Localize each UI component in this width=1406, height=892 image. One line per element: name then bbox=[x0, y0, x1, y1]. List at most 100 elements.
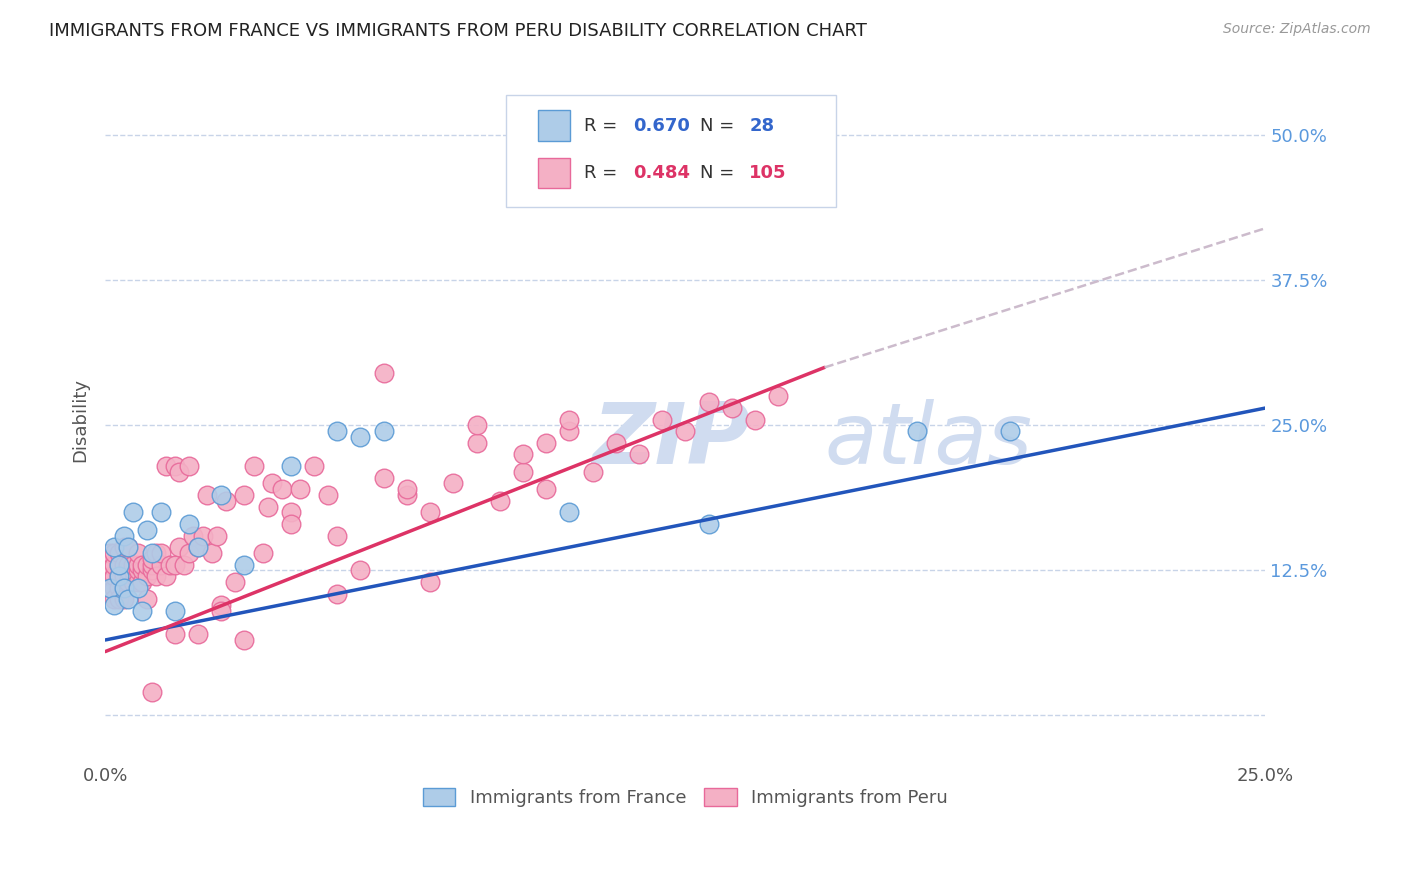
Point bbox=[149, 558, 172, 572]
Point bbox=[136, 569, 159, 583]
Text: IMMIGRANTS FROM FRANCE VS IMMIGRANTS FROM PERU DISABILITY CORRELATION CHART: IMMIGRANTS FROM FRANCE VS IMMIGRANTS FRO… bbox=[49, 22, 868, 40]
Text: Source: ZipAtlas.com: Source: ZipAtlas.com bbox=[1223, 22, 1371, 37]
Point bbox=[233, 558, 256, 572]
Point bbox=[766, 389, 789, 403]
Point bbox=[112, 592, 135, 607]
Legend: Immigrants from France, Immigrants from Peru: Immigrants from France, Immigrants from … bbox=[416, 780, 955, 814]
Point bbox=[349, 563, 371, 577]
Point bbox=[98, 569, 121, 583]
Point bbox=[122, 563, 145, 577]
FancyBboxPatch shape bbox=[538, 111, 571, 141]
Point bbox=[280, 505, 302, 519]
Point bbox=[224, 574, 246, 589]
Point bbox=[488, 493, 510, 508]
Point bbox=[98, 546, 121, 560]
Point bbox=[326, 528, 349, 542]
Point bbox=[233, 632, 256, 647]
Point bbox=[117, 574, 139, 589]
Point bbox=[136, 558, 159, 572]
Point bbox=[651, 412, 673, 426]
Point bbox=[112, 558, 135, 572]
Point bbox=[127, 581, 149, 595]
Y-axis label: Disability: Disability bbox=[72, 377, 89, 461]
Text: 0.484: 0.484 bbox=[633, 164, 690, 182]
Point bbox=[103, 540, 125, 554]
Point bbox=[183, 528, 205, 542]
Point bbox=[177, 546, 200, 560]
Point bbox=[233, 488, 256, 502]
Point bbox=[581, 465, 603, 479]
Point bbox=[373, 424, 395, 438]
Point bbox=[145, 569, 167, 583]
Point bbox=[117, 540, 139, 554]
Point bbox=[108, 569, 131, 583]
Text: 28: 28 bbox=[749, 117, 775, 135]
Point bbox=[262, 476, 284, 491]
Point bbox=[112, 581, 135, 595]
Point bbox=[215, 493, 238, 508]
Point bbox=[108, 546, 131, 560]
Point bbox=[163, 458, 186, 473]
Text: N =: N = bbox=[700, 117, 741, 135]
Point bbox=[117, 592, 139, 607]
Point bbox=[141, 551, 163, 566]
Point bbox=[163, 558, 186, 572]
Point bbox=[103, 569, 125, 583]
Point bbox=[209, 488, 232, 502]
Point bbox=[131, 574, 153, 589]
Point bbox=[605, 435, 627, 450]
Point bbox=[326, 586, 349, 600]
Point bbox=[155, 569, 177, 583]
Point bbox=[169, 465, 191, 479]
Point bbox=[141, 546, 163, 560]
Point bbox=[112, 581, 135, 595]
Text: 105: 105 bbox=[749, 164, 787, 182]
Point bbox=[441, 476, 464, 491]
Point bbox=[187, 540, 209, 554]
Point bbox=[112, 528, 135, 542]
Point bbox=[349, 430, 371, 444]
Point bbox=[163, 627, 186, 641]
Point bbox=[131, 604, 153, 618]
Point bbox=[173, 558, 195, 572]
Point bbox=[127, 546, 149, 560]
Point bbox=[256, 500, 278, 514]
Point bbox=[112, 569, 135, 583]
Point bbox=[122, 558, 145, 572]
Point bbox=[108, 592, 131, 607]
Point bbox=[195, 488, 218, 502]
Point bbox=[1000, 424, 1022, 438]
Point bbox=[141, 558, 163, 572]
Point bbox=[302, 458, 325, 473]
Point bbox=[280, 458, 302, 473]
Point bbox=[326, 424, 349, 438]
Point bbox=[127, 563, 149, 577]
Point bbox=[465, 435, 488, 450]
Point bbox=[108, 581, 131, 595]
Point bbox=[127, 574, 149, 589]
Point bbox=[122, 574, 145, 589]
Text: N =: N = bbox=[700, 164, 741, 182]
Point bbox=[373, 470, 395, 484]
Point bbox=[117, 558, 139, 572]
Point bbox=[697, 516, 720, 531]
Point bbox=[136, 523, 159, 537]
Point bbox=[141, 685, 163, 699]
Point bbox=[373, 366, 395, 380]
Point bbox=[627, 447, 650, 461]
Point bbox=[673, 424, 696, 438]
Point bbox=[419, 574, 441, 589]
Point bbox=[419, 505, 441, 519]
Point bbox=[201, 546, 224, 560]
Point bbox=[465, 418, 488, 433]
Point bbox=[242, 458, 264, 473]
Point bbox=[103, 558, 125, 572]
Point bbox=[155, 458, 177, 473]
Text: 0.670: 0.670 bbox=[633, 117, 690, 135]
Text: R =: R = bbox=[585, 117, 623, 135]
Point bbox=[117, 540, 139, 554]
Point bbox=[209, 598, 232, 612]
Point bbox=[177, 516, 200, 531]
Point bbox=[145, 546, 167, 560]
Point bbox=[112, 540, 135, 554]
